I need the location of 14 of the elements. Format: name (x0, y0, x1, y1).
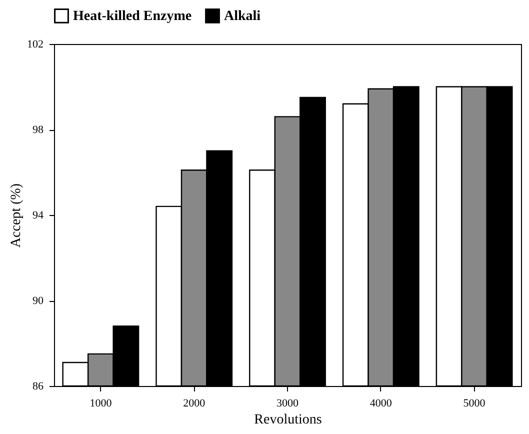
x-tick-label: 1000 (90, 398, 112, 410)
y-axis-title: Accept (%) (9, 183, 24, 248)
x-tick-label: 3000 (276, 398, 299, 410)
x-tick-label: 4000 (370, 398, 392, 410)
legend-label: Alkali (224, 8, 261, 24)
x-axis-title: Revolutions (254, 412, 322, 428)
legend-label: Heat-killed Enzyme (73, 8, 192, 24)
y-tick-label: 90 (32, 295, 44, 307)
y-tick-label: 102 (27, 38, 44, 50)
y-tick-label: 94 (32, 210, 44, 222)
x-tick-label: 5000 (463, 398, 486, 410)
x-tick-label: 2000 (183, 398, 206, 410)
y-tick-label: 98 (32, 124, 44, 136)
y-tick-label: 86 (32, 380, 44, 392)
